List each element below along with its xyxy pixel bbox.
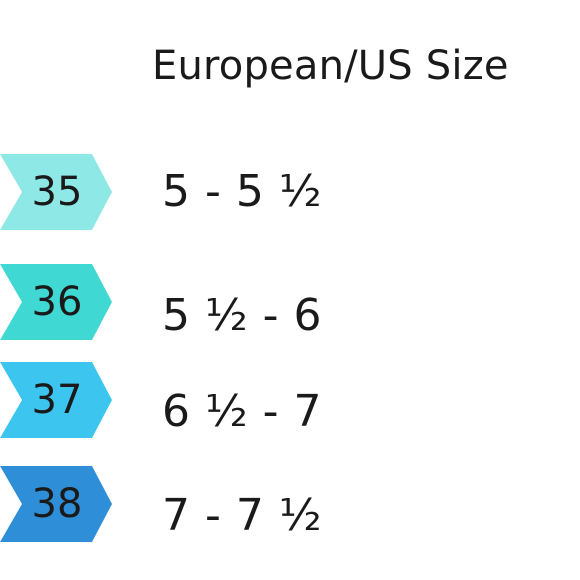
size-row-38: 38 7 - 7 ½: [0, 466, 580, 542]
size-row-36: 36 5 ½ - 6: [0, 264, 580, 341]
eu-size-label: 36: [31, 279, 83, 325]
arrow-shape: [0, 264, 112, 340]
eu-size-label: 38: [31, 481, 83, 527]
size-row-35: 35 5 - 5 ½: [0, 154, 580, 230]
eu-size-badge: 36: [0, 264, 112, 340]
arrow-shape: [0, 154, 112, 230]
arrow-badge-icon: [0, 466, 112, 542]
arrow-badge-icon: [0, 154, 112, 230]
page-title: European/US Size: [152, 43, 509, 89]
size-row-37: 37 6 ½ - 7: [0, 362, 580, 438]
arrow-shape: [0, 362, 112, 438]
arrow-badge-icon: [0, 264, 112, 340]
eu-size-label: 37: [31, 377, 83, 423]
arrow-shape: [0, 466, 112, 542]
eu-size-badge: 37: [0, 362, 112, 438]
us-size-range: 5 - 5 ½: [162, 166, 322, 217]
eu-size-badge: 38: [0, 466, 112, 542]
us-size-range: 5 ½ - 6: [162, 290, 322, 341]
us-size-range: 6 ½ - 7: [162, 386, 322, 437]
eu-size-badge: 35: [0, 154, 112, 230]
cropped-footer-glyphs: [118, 562, 130, 580]
cropped-footer-text: [0, 554, 580, 580]
arrow-badge-icon: [0, 362, 112, 438]
eu-size-label: 35: [31, 169, 83, 215]
us-size-range: 7 - 7 ½: [162, 490, 322, 541]
